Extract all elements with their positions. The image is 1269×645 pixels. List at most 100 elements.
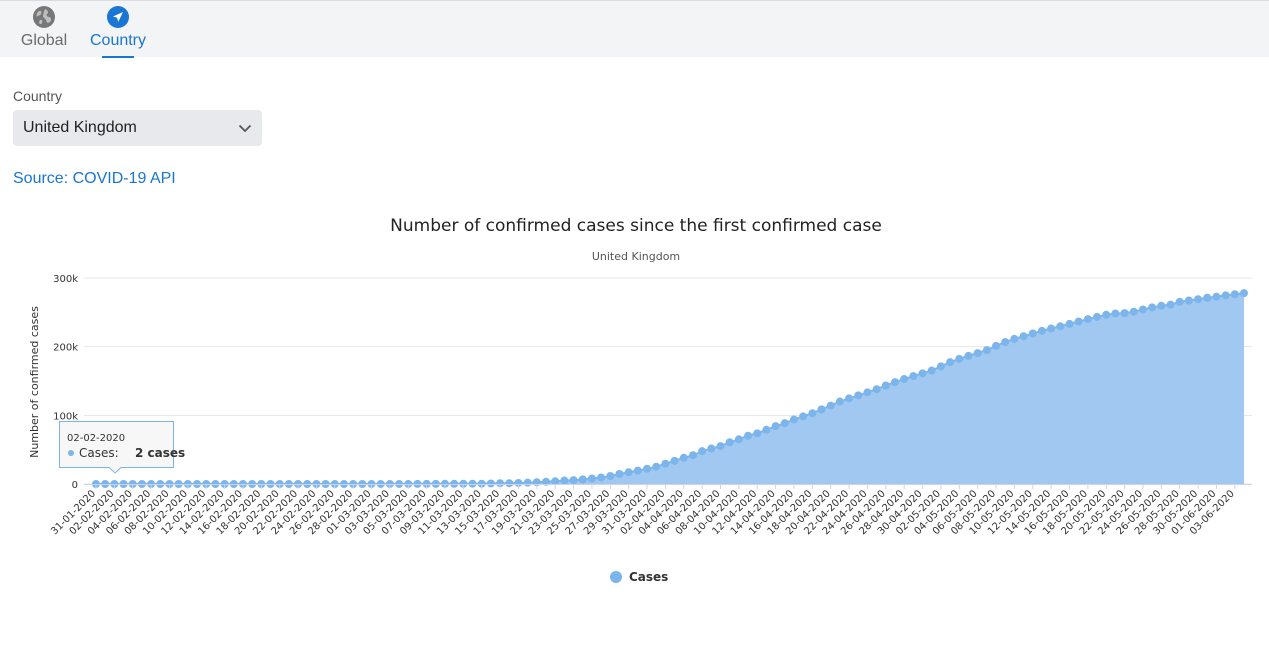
cases-point <box>909 372 918 381</box>
cases-point <box>450 479 459 488</box>
cases-point <box>799 412 808 421</box>
cases-point <box>303 479 312 488</box>
cases-point <box>854 391 863 400</box>
cases-point <box>1093 312 1102 321</box>
cases-point <box>1102 310 1111 319</box>
country-select-value: United Kingdom <box>23 119 137 136</box>
y-tick-label: 0 <box>72 480 78 491</box>
cases-area <box>96 293 1244 484</box>
cases-point <box>1129 307 1138 316</box>
cases-point <box>312 479 321 488</box>
tooltip-series-marker <box>68 450 74 456</box>
cases-point <box>560 476 569 485</box>
cases-point <box>817 405 826 414</box>
cases-point <box>1047 324 1056 333</box>
cases-point <box>1138 305 1147 314</box>
y-tick-label: 300k <box>53 274 78 285</box>
cases-point <box>789 415 798 424</box>
tooltip: 02-02-2020 Cases: 2 cases <box>59 421 185 474</box>
legend[interactable]: Cases <box>610 570 668 584</box>
tab-country-label: Country <box>89 32 147 49</box>
cases-point <box>1083 315 1092 324</box>
y-axis-title: Number of confirmed cases <box>28 306 41 458</box>
cases-point <box>551 477 560 486</box>
cases-point <box>734 435 743 444</box>
plot-area <box>84 289 1252 488</box>
country-select[interactable]: United Kingdom <box>13 110 262 146</box>
country-field-label: Country <box>13 88 63 104</box>
cases-point <box>698 447 707 456</box>
legend-label-cases: Cases <box>629 570 668 584</box>
cases-point <box>1148 303 1157 312</box>
chart-subtitle: United Kingdom <box>592 250 680 263</box>
cases-point <box>202 479 211 488</box>
cases-point <box>587 474 596 483</box>
cases-point <box>982 346 991 355</box>
cases-point <box>496 479 505 488</box>
cases-point <box>780 419 789 428</box>
cases-point <box>238 479 247 488</box>
cases-point <box>670 456 679 465</box>
cases-point <box>1037 326 1046 335</box>
cases-point <box>321 479 330 488</box>
cases-point <box>211 479 220 488</box>
tooltip-date: 02-02-2020 <box>67 433 125 444</box>
cases-point <box>367 479 376 488</box>
cases-point <box>826 401 835 410</box>
cases-point <box>542 477 551 486</box>
cases-point <box>1221 291 1230 300</box>
cases-point <box>688 451 697 460</box>
cases-point <box>771 422 780 431</box>
tab-global-label: Global <box>20 32 68 49</box>
cases-point <box>624 468 633 477</box>
tab-country[interactable]: Country <box>88 1 148 58</box>
cases-point <box>339 479 348 488</box>
cases-point <box>330 479 339 488</box>
cases-point <box>964 351 973 360</box>
cases-point <box>1074 317 1083 326</box>
cases-point <box>275 479 284 488</box>
cases-point <box>376 479 385 488</box>
cases-point <box>220 479 229 488</box>
cases-point <box>459 479 468 488</box>
cases-point <box>679 453 688 462</box>
navigation-arrow-icon <box>107 6 129 28</box>
cases-point <box>1184 296 1193 305</box>
legend-marker-cases <box>610 571 622 583</box>
cases-point <box>753 429 762 438</box>
tooltip-box <box>59 421 174 474</box>
cases-point <box>1175 297 1184 306</box>
cases-point <box>1065 319 1074 328</box>
cases-point <box>1240 289 1248 298</box>
cases-point <box>349 479 358 488</box>
cases-point <box>183 479 192 488</box>
source-link[interactable]: Source: COVID-19 API <box>13 170 176 187</box>
cases-point <box>1001 338 1010 347</box>
cases-point <box>385 479 394 488</box>
cases-point <box>257 479 266 488</box>
top-tab-bar: Global Country <box>0 0 1269 58</box>
cases-point <box>716 442 725 451</box>
y-tick-label: 200k <box>53 343 78 354</box>
tooltip-series-name: Cases: <box>79 446 119 460</box>
cases-point <box>578 475 587 484</box>
cases-point <box>633 466 642 475</box>
cases-point <box>1157 301 1166 310</box>
y-tick-label: 100k <box>53 411 78 422</box>
cases-point <box>523 478 532 487</box>
cases-point <box>946 358 955 367</box>
cases-point <box>615 470 624 479</box>
active-tab-indicator <box>102 56 134 58</box>
cases-point <box>1212 292 1221 301</box>
cases-point <box>973 349 982 358</box>
chart-title: Number of confirmed cases since the firs… <box>390 216 882 236</box>
cases-point <box>725 438 734 447</box>
cases-point <box>863 388 872 397</box>
tab-global[interactable]: Global <box>14 1 74 58</box>
cases-point <box>1111 309 1120 318</box>
cases-point <box>486 479 495 488</box>
cases-point <box>927 366 936 375</box>
cases-point <box>891 378 900 387</box>
x-tick-labels: 31-01-202002-02-202004-02-202006-02-2020… <box>49 484 1237 537</box>
cases-point <box>404 479 413 488</box>
